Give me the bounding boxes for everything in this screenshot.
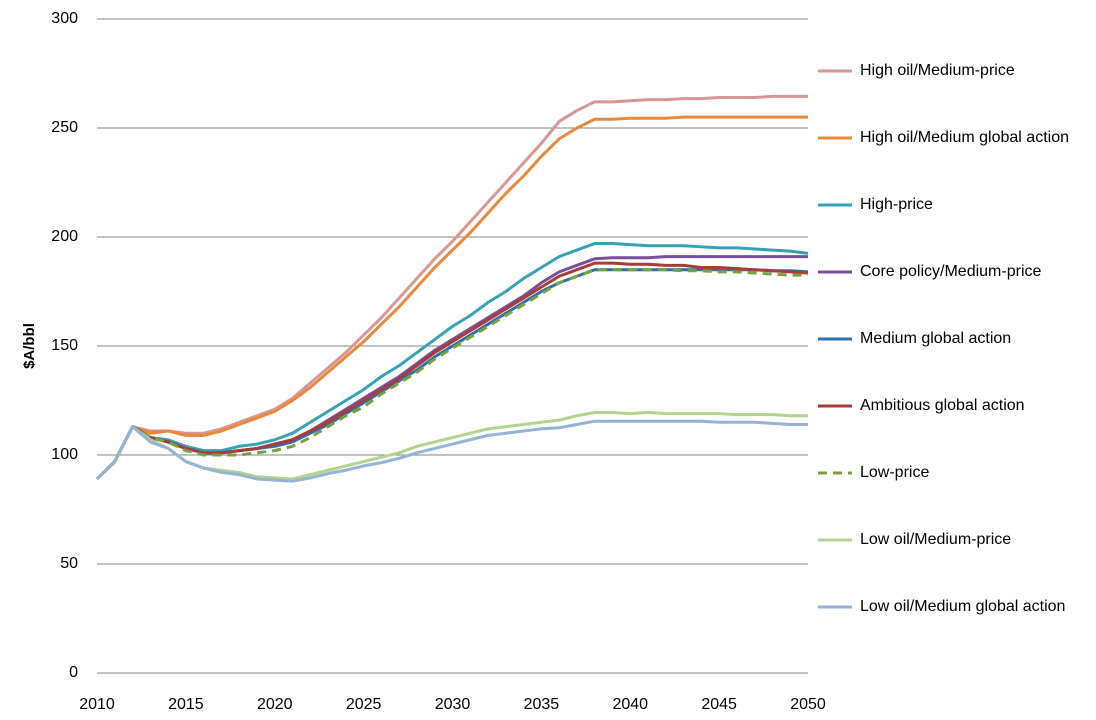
y-tick-label: 100 — [51, 446, 78, 463]
x-tick-label: 2030 — [435, 696, 471, 713]
legend-label: High oil/Medium-price — [860, 62, 1015, 79]
series-line — [95, 261, 809, 481]
series-line — [95, 268, 809, 481]
legend-swatch — [818, 538, 852, 542]
legend-label: Low-price — [860, 464, 930, 481]
x-tick-label: 2010 — [79, 696, 115, 713]
legend-swatch — [818, 337, 852, 341]
legend-entry: Core policy/Medium-price — [818, 256, 1088, 288]
x-tick-label: 2035 — [524, 696, 560, 713]
y-tick-label: 0 — [69, 664, 78, 681]
legend-label: Low oil/Medium global action — [860, 598, 1066, 615]
legend-label: High oil/Medium global action — [860, 129, 1069, 146]
series-line — [95, 94, 808, 481]
legend-entry: High oil/Medium global action — [818, 122, 1088, 154]
legend-swatch — [818, 471, 852, 475]
legend-label: Core policy/Medium-price — [860, 263, 1042, 280]
y-axis-label: $A/bbl — [21, 323, 38, 369]
legend-entry: Low oil/Medium global action — [818, 591, 1088, 623]
legend-swatch — [818, 69, 852, 73]
legend-swatch — [818, 404, 852, 408]
x-tick-label: 2025 — [346, 696, 382, 713]
legend-label: Low oil/Medium-price — [860, 531, 1012, 548]
y-tick-label: 50 — [60, 555, 78, 572]
legend-entry: Medium global action — [818, 323, 1088, 355]
legend-label: High-price — [860, 196, 933, 213]
x-tick-label: 2015 — [168, 696, 204, 713]
legend-entry: Low-price — [818, 457, 1088, 489]
legend-entry: High-price — [818, 189, 1088, 221]
y-tick-label: 300 — [51, 10, 78, 27]
series-line — [95, 242, 809, 481]
legend-swatch — [818, 605, 852, 609]
x-tick-label: 2020 — [257, 696, 293, 713]
legend-label: Ambitious global action — [860, 397, 1025, 414]
x-tick-label: 2040 — [612, 696, 648, 713]
x-tick-label: 2050 — [790, 696, 826, 713]
legend-swatch — [818, 270, 852, 274]
y-tick-label: 150 — [51, 337, 78, 354]
legend-entry: Ambitious global action — [818, 390, 1088, 422]
legend-entry: Low oil/Medium-price — [818, 524, 1088, 556]
x-tick-label: 2045 — [701, 696, 737, 713]
series-line — [95, 115, 808, 481]
y-tick-label: 250 — [51, 119, 78, 136]
series-line — [95, 419, 808, 483]
y-tick-label: 200 — [51, 228, 78, 245]
legend-swatch — [818, 136, 852, 140]
series-line — [95, 268, 808, 481]
legend-label: Medium global action — [860, 330, 1012, 347]
legend-entry: High oil/Medium-price — [818, 55, 1088, 87]
legend-swatch — [818, 203, 852, 207]
